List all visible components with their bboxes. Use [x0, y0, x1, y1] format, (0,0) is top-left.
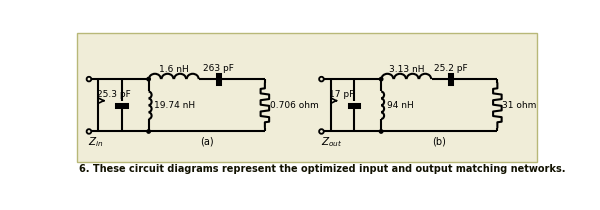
Text: 0.706 ohm: 0.706 ohm	[269, 101, 318, 110]
Text: 19.74 nH: 19.74 nH	[154, 101, 195, 110]
Circle shape	[379, 77, 383, 81]
Text: 1.6 nH: 1.6 nH	[159, 65, 188, 74]
Text: $Z_{in}$: $Z_{in}$	[88, 135, 104, 149]
Circle shape	[147, 77, 151, 81]
Text: 6. These circuit diagrams represent the optimized input and output matching netw: 6. These circuit diagrams represent the …	[79, 164, 565, 174]
Text: 31 ohm: 31 ohm	[502, 101, 536, 110]
Text: (b): (b)	[433, 137, 446, 147]
Text: $Z_{out}$: $Z_{out}$	[320, 135, 342, 149]
Text: 94 nH: 94 nH	[386, 101, 413, 110]
Text: 25.2 pF: 25.2 pF	[434, 64, 467, 73]
Text: 25.3 pF: 25.3 pF	[97, 90, 130, 99]
Circle shape	[379, 130, 383, 133]
Circle shape	[147, 130, 151, 133]
Text: 3.13 nH: 3.13 nH	[389, 65, 424, 74]
Text: 17 pF: 17 pF	[329, 90, 355, 99]
Text: (a): (a)	[200, 137, 214, 147]
Text: 263 pF: 263 pF	[203, 64, 234, 73]
FancyBboxPatch shape	[77, 33, 537, 162]
